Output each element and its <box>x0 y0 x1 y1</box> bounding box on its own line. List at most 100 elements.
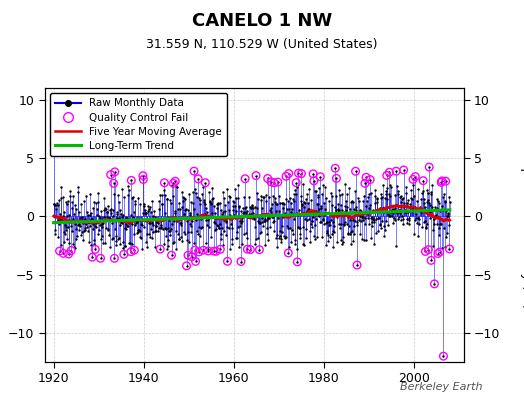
Point <box>54 217 62 224</box>
Point <box>158 192 167 198</box>
Point <box>264 175 272 182</box>
Point <box>321 206 329 212</box>
Point <box>358 214 366 220</box>
Point <box>436 221 445 228</box>
Point <box>210 248 218 254</box>
Point <box>435 249 444 255</box>
Point <box>199 247 208 254</box>
Point <box>220 195 228 201</box>
Point <box>394 190 402 197</box>
Point <box>430 281 439 287</box>
Point <box>119 238 127 245</box>
Point <box>73 221 82 228</box>
Point <box>150 208 158 214</box>
Point <box>263 216 271 223</box>
Point <box>114 236 122 242</box>
Point <box>242 209 250 216</box>
Point <box>410 216 419 223</box>
Point <box>389 206 397 213</box>
Point <box>122 226 130 232</box>
Point <box>221 208 230 214</box>
Point <box>353 218 361 225</box>
Point <box>310 188 319 195</box>
Point <box>191 186 199 192</box>
Point <box>338 241 346 248</box>
Point <box>445 246 454 252</box>
Point <box>189 199 198 206</box>
Point <box>212 248 221 254</box>
Point <box>392 168 400 174</box>
Point <box>74 189 83 196</box>
Point <box>230 199 238 205</box>
Point <box>196 201 204 207</box>
Point <box>120 194 128 200</box>
Point <box>166 197 174 203</box>
Point <box>94 190 103 196</box>
Point <box>322 195 331 202</box>
Point <box>171 228 180 234</box>
Point <box>50 201 58 207</box>
Point <box>140 210 149 216</box>
Point <box>151 222 160 229</box>
Point <box>264 237 272 243</box>
Point <box>287 199 295 206</box>
Point <box>296 231 304 237</box>
Point <box>345 206 354 212</box>
Point <box>289 196 297 202</box>
Point <box>263 224 271 231</box>
Point <box>328 192 336 199</box>
Point <box>321 184 329 190</box>
Point <box>427 257 435 264</box>
Point <box>130 247 138 253</box>
Point <box>432 212 440 219</box>
Point <box>219 189 227 196</box>
Point <box>394 188 402 194</box>
Point <box>125 220 133 226</box>
Point <box>315 219 324 226</box>
Point <box>243 246 252 252</box>
Point <box>88 216 96 222</box>
Point <box>291 236 300 243</box>
Point <box>366 215 375 222</box>
Point <box>190 168 198 174</box>
Point <box>229 203 237 209</box>
Point <box>385 191 393 198</box>
Point <box>417 208 425 215</box>
Point <box>118 186 126 192</box>
Point <box>215 224 223 231</box>
Legend: Raw Monthly Data, Quality Control Fail, Five Year Moving Average, Long-Term Tren: Raw Monthly Data, Quality Control Fail, … <box>50 93 227 156</box>
Point <box>432 205 441 211</box>
Point <box>316 205 325 211</box>
Point <box>212 226 220 232</box>
Point <box>221 202 229 208</box>
Point <box>129 194 137 200</box>
Point <box>418 189 427 196</box>
Point <box>216 246 224 252</box>
Point <box>300 242 308 248</box>
Point <box>216 246 224 252</box>
Point <box>419 200 428 206</box>
Point <box>385 169 394 176</box>
Point <box>243 246 252 252</box>
Point <box>342 198 351 205</box>
Point <box>184 252 192 258</box>
Point <box>136 228 145 234</box>
Point <box>241 176 249 182</box>
Point <box>416 205 424 211</box>
Point <box>304 205 312 212</box>
Point <box>378 182 387 188</box>
Point <box>369 216 377 222</box>
Point <box>148 235 157 241</box>
Point <box>370 187 379 193</box>
Point <box>301 216 309 223</box>
Point <box>344 230 352 236</box>
Point <box>387 208 396 215</box>
Point <box>438 178 446 184</box>
Point <box>143 231 151 237</box>
Point <box>274 179 282 185</box>
Point <box>224 199 232 206</box>
Point <box>59 250 68 256</box>
Point <box>169 180 178 186</box>
Point <box>359 216 367 223</box>
Point <box>362 174 370 180</box>
